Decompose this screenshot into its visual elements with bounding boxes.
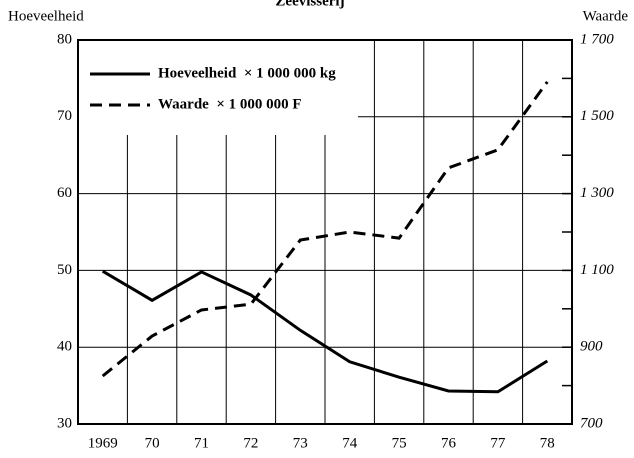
x-tick-label: 71	[194, 435, 209, 451]
y2-tick-label: 1 500	[580, 108, 614, 124]
y-tick-label: 70	[57, 108, 72, 124]
legend-label: Waarde × 1 000 000 F	[158, 96, 302, 112]
x-tick-label: 75	[392, 435, 407, 451]
y-tick-label: 30	[57, 415, 72, 431]
y-tick-label: 60	[57, 185, 72, 201]
x-tick-label: 74	[342, 435, 358, 451]
x-tick-label: 77	[490, 435, 506, 451]
x-tick-label: 76	[441, 435, 457, 451]
plot-frame	[77, 39, 573, 425]
legend-label: Hoeveelheid × 1 000 000 kg	[158, 65, 336, 81]
x-tick-label: 72	[243, 435, 258, 451]
legend-box	[78, 40, 358, 135]
y-axis-label: Hoeveelheid	[8, 8, 84, 24]
y-tick-label: 40	[57, 339, 72, 355]
series-line	[101, 80, 549, 378]
x-tick-label: 1969	[88, 435, 118, 451]
y-tick-label: 50	[57, 262, 72, 278]
x-tick-label: 78	[540, 435, 555, 451]
y2-tick-label: 900	[580, 339, 603, 355]
y-tick-label: 80	[57, 31, 72, 47]
y2-axis-label: Waarde	[583, 8, 629, 24]
y2-tick-label: 1 100	[580, 262, 614, 278]
y2-tick-label: 1 700	[580, 31, 614, 47]
series-line	[101, 269, 549, 394]
y2-tick-label: 1 300	[580, 185, 614, 201]
x-tick-label: 73	[293, 435, 308, 451]
chart-title: Zeevisserij	[275, 0, 344, 9]
x-tick-label: 70	[145, 435, 160, 451]
y2-tick-label: 700	[580, 415, 603, 431]
